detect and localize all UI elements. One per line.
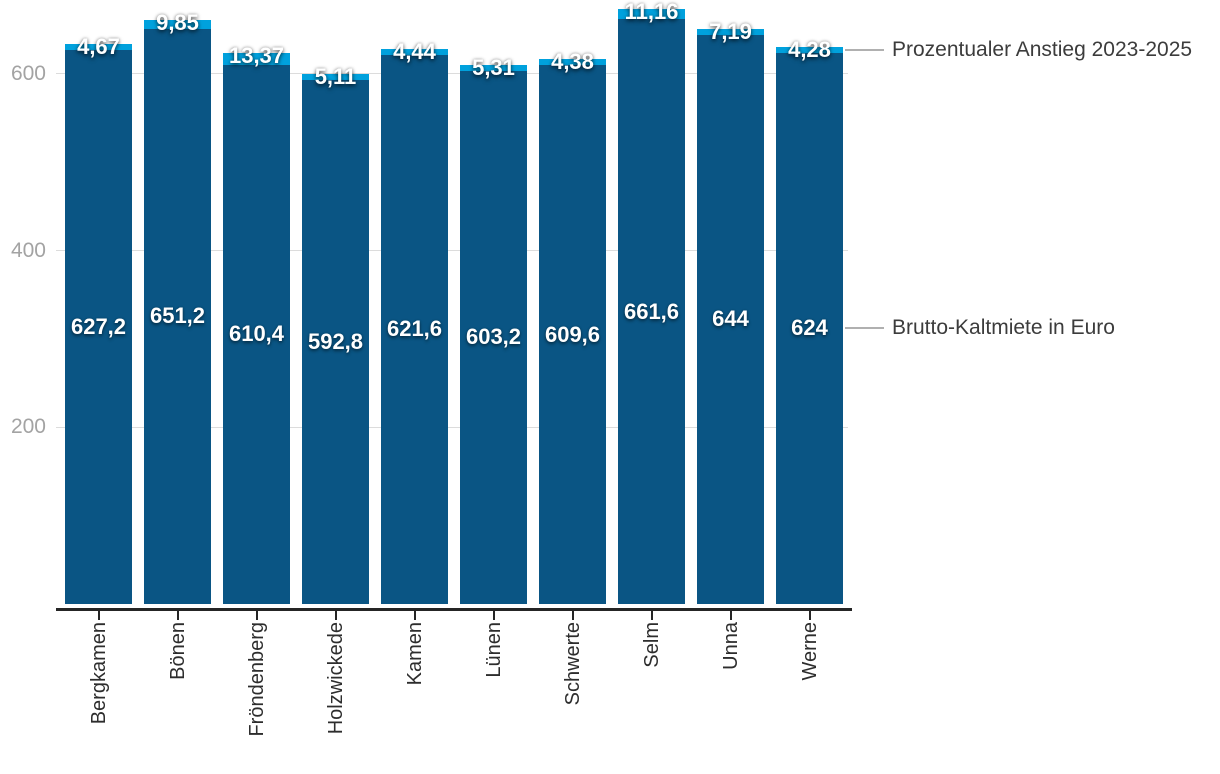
x-axis-tick bbox=[729, 611, 732, 620]
bar-value-label: 651,2 bbox=[149, 303, 206, 329]
bar-segment-rent bbox=[223, 64, 290, 604]
y-axis-tick-label: 200 bbox=[10, 415, 46, 439]
x-axis-category-label: Unna bbox=[719, 622, 742, 670]
bar-segment-rent bbox=[460, 70, 527, 604]
bar-increase-label: 4,67 bbox=[77, 33, 120, 59]
bar-value-label: 661,6 bbox=[623, 298, 680, 324]
leader-line-rent bbox=[845, 327, 884, 330]
x-axis-category-label: Fröndenberg bbox=[245, 622, 268, 737]
x-axis-tick bbox=[176, 611, 179, 620]
bar-segment-rent bbox=[144, 28, 211, 604]
x-axis-category-label: Bönen bbox=[166, 622, 189, 680]
bar-increase-label: 5,31 bbox=[472, 54, 515, 80]
y-axis-tick-label: 400 bbox=[10, 238, 46, 262]
x-axis-category-label: Holzwickede bbox=[324, 622, 347, 735]
bar-value-label: 609,6 bbox=[544, 321, 601, 347]
y-axis-tick-label: 600 bbox=[10, 61, 46, 85]
bar-segment-increase bbox=[460, 64, 527, 71]
bar-segment-increase bbox=[776, 46, 843, 53]
bar-increase-label: 7,19 bbox=[709, 18, 752, 44]
x-axis-category-label: Selm bbox=[640, 622, 663, 668]
x-axis-tick bbox=[413, 611, 416, 620]
bar-segment-rent bbox=[302, 80, 369, 604]
x-axis-category-label: Schwerte bbox=[561, 622, 584, 706]
bar-segment-rent bbox=[618, 19, 685, 604]
bar-segment-rent bbox=[697, 34, 764, 604]
bar-segment-increase bbox=[223, 52, 290, 65]
x-axis-tick bbox=[650, 611, 653, 620]
bar-increase-label: 4,28 bbox=[788, 36, 831, 62]
x-axis-category-label: Lünen bbox=[482, 622, 505, 678]
bar-increase-label: 4,38 bbox=[551, 49, 594, 75]
x-axis-category-label: Bergkamen bbox=[87, 622, 110, 725]
x-axis-tick bbox=[97, 611, 100, 620]
bar-increase-label: 9,85 bbox=[156, 9, 199, 35]
bar-value-label: 610,4 bbox=[228, 321, 285, 347]
bar-value-label: 627,2 bbox=[70, 313, 127, 339]
leader-line-increase bbox=[845, 48, 884, 51]
bar-segment-increase bbox=[697, 28, 764, 35]
bar-increase-label: 4,44 bbox=[393, 38, 436, 64]
bar-segment-rent bbox=[776, 52, 843, 604]
bar-segment-rent bbox=[65, 49, 132, 604]
legend-label-increase: Prozentualer Anstieg 2023-2025 bbox=[892, 37, 1193, 61]
bar-value-label: 624 bbox=[791, 315, 828, 341]
bar-segment-increase bbox=[302, 74, 369, 81]
bar-value-label: 644 bbox=[712, 306, 749, 332]
x-axis-tick bbox=[808, 611, 811, 620]
bar-value-label: 603,2 bbox=[465, 324, 522, 350]
bar-increase-label: 13,37 bbox=[228, 42, 285, 68]
x-axis-tick bbox=[492, 611, 495, 620]
x-axis-tick bbox=[571, 611, 574, 620]
bar-segment-increase bbox=[539, 59, 606, 66]
bar-value-label: 592,8 bbox=[307, 329, 364, 355]
bar-segment-increase bbox=[144, 19, 211, 29]
bar-segment-increase bbox=[65, 43, 132, 50]
gridline-400 bbox=[56, 250, 848, 251]
bar-segment-rent bbox=[539, 65, 606, 604]
bar-value-label: 621,6 bbox=[386, 316, 443, 342]
x-axis-tick bbox=[255, 611, 258, 620]
x-axis-line bbox=[56, 608, 852, 611]
bar-segment-rent bbox=[381, 54, 448, 604]
gridline-200 bbox=[56, 426, 848, 428]
x-axis-tick bbox=[334, 611, 337, 620]
bar-segment-increase bbox=[381, 48, 448, 55]
legend-label-rent: Brutto-Kaltmiete in Euro bbox=[892, 316, 1115, 340]
x-axis-category-label: Kamen bbox=[403, 622, 426, 686]
gridline-600 bbox=[56, 73, 848, 75]
bar-increase-label: 11,16 bbox=[624, 0, 679, 25]
x-axis-category-label: Werne bbox=[798, 622, 821, 681]
bar-increase-label: 5,11 bbox=[314, 64, 357, 90]
bar-segment-increase bbox=[618, 9, 685, 20]
